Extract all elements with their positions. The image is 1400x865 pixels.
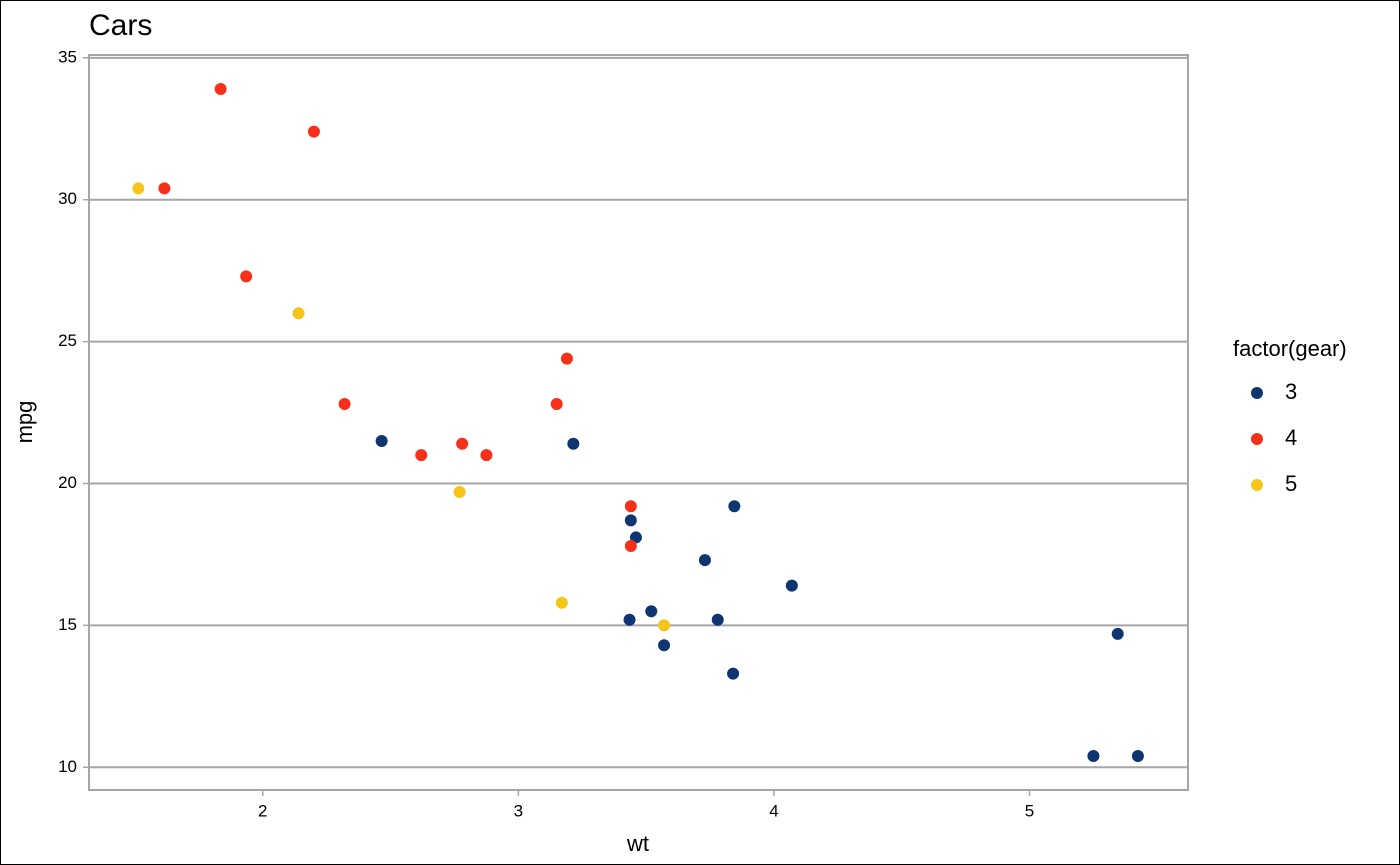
x-tick-label: 4: [769, 801, 778, 820]
legend-key: [1251, 433, 1263, 445]
x-tick-label: 2: [258, 801, 267, 820]
point: [338, 398, 351, 411]
point: [624, 514, 637, 527]
y-tick-label: 10: [58, 757, 77, 776]
point: [1131, 749, 1144, 762]
point: [555, 596, 568, 609]
point: [132, 182, 145, 195]
y-tick-label: 20: [58, 473, 77, 492]
point: [567, 437, 580, 450]
point: [560, 352, 573, 365]
y-axis-label: mpg: [12, 401, 37, 444]
point: [456, 437, 469, 450]
point: [550, 398, 563, 411]
y-tick-label: 30: [58, 189, 77, 208]
point: [698, 554, 711, 567]
legend-label: 4: [1285, 425, 1297, 450]
point: [1087, 749, 1100, 762]
point: [1111, 627, 1124, 640]
point: [727, 667, 740, 680]
chart-title: Cars: [89, 9, 152, 42]
legend-title: factor(gear): [1233, 336, 1347, 361]
point: [658, 639, 671, 652]
legend-label: 3: [1285, 379, 1297, 404]
legend-key: [1251, 387, 1263, 399]
y-tick-label: 25: [58, 331, 77, 350]
point: [624, 539, 637, 552]
point: [658, 619, 671, 632]
point: [375, 434, 388, 447]
point: [158, 182, 171, 195]
x-axis-label: wt: [626, 831, 649, 856]
x-tick-label: 3: [514, 801, 523, 820]
y-tick-label: 35: [58, 47, 77, 66]
legend-label: 5: [1285, 471, 1297, 496]
point: [480, 449, 493, 462]
point: [785, 579, 798, 592]
point: [415, 449, 428, 462]
x-tick-label: 5: [1025, 801, 1034, 820]
point: [728, 500, 741, 513]
point: [645, 605, 658, 618]
point: [292, 307, 305, 320]
point: [624, 500, 637, 513]
point: [453, 486, 466, 499]
point: [240, 270, 253, 283]
point: [307, 125, 320, 138]
y-tick-label: 15: [58, 615, 77, 634]
point: [623, 613, 636, 626]
point: [711, 613, 724, 626]
point: [214, 83, 227, 96]
panel-border: [88, 54, 1189, 791]
legend-key: [1251, 479, 1263, 491]
